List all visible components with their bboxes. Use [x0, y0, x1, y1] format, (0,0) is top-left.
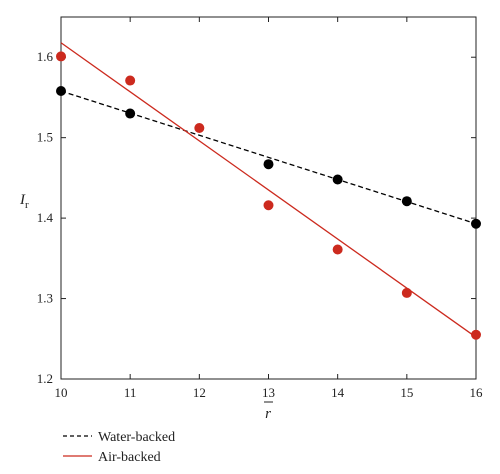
- x-axis-label: r: [265, 406, 271, 422]
- y-tick-label: 1.5: [37, 130, 53, 145]
- y-tick-label: 1.6: [37, 49, 54, 64]
- x-tick-label: 10: [55, 385, 68, 400]
- y-tick-label: 1.4: [37, 210, 54, 225]
- y-tick-label: 1.2: [37, 371, 53, 386]
- data-point-water-backed: [125, 108, 136, 119]
- data-point-water-backed: [471, 218, 481, 229]
- x-tick-label: 13: [262, 385, 275, 400]
- data-point-water-backed: [401, 196, 412, 207]
- fit-line-air-backed: [60, 42, 477, 338]
- x-tick-label: 15: [400, 385, 413, 400]
- data-point-air-backed: [125, 75, 136, 86]
- data-point-air-backed: [401, 287, 412, 298]
- legend-label-air-backed: Air-backed: [98, 450, 161, 465]
- x-tick-label: 11: [124, 385, 137, 400]
- plot-frame: [60, 16, 477, 380]
- data-point-air-backed: [56, 51, 66, 62]
- y-axis-label-subscript: r: [25, 199, 29, 211]
- axis-ticks: 10 11 12 13 14 15 16 1.2 1.3 1.4 1.5 1.6: [37, 17, 483, 400]
- data-point-water-backed: [332, 174, 343, 185]
- fit-lines: [60, 42, 477, 338]
- x-tick-label: 12: [193, 385, 206, 400]
- y-axis-label-main: I: [19, 192, 26, 208]
- data-point-air-backed: [263, 200, 274, 211]
- data-point-air-backed: [194, 123, 205, 134]
- x-tick-label: 16: [470, 385, 484, 400]
- y-tick-label: 1.3: [37, 291, 53, 306]
- data-point-air-backed: [332, 244, 343, 255]
- data-point-water-backed: [263, 159, 274, 170]
- data-point-air-backed: [471, 329, 481, 340]
- data-points: [56, 51, 481, 340]
- legend-label-water-backed: Water-backed: [98, 430, 175, 445]
- y-axis-label: Ir: [19, 192, 29, 211]
- x-tick-label: 14: [331, 385, 345, 400]
- legend: Water-backed Air-backed: [63, 430, 175, 465]
- data-point-water-backed: [56, 86, 66, 97]
